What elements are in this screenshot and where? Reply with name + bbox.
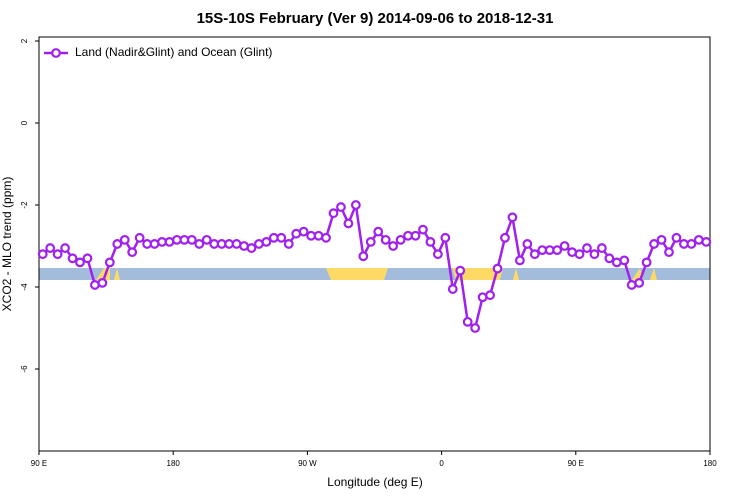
series-line xyxy=(41,203,707,330)
land-band xyxy=(326,268,388,280)
x-axis-label: Longitude (deg E) xyxy=(327,475,422,489)
y-tick-label: -6 xyxy=(20,365,29,373)
data-point xyxy=(82,253,93,264)
legend-marker xyxy=(51,48,61,58)
x-tick-label: 90 E xyxy=(568,459,584,468)
data-point xyxy=(514,255,525,266)
data-point xyxy=(649,239,659,249)
data-point xyxy=(522,239,533,249)
data-point xyxy=(455,265,466,276)
data-point xyxy=(619,255,630,266)
data-point xyxy=(462,316,473,327)
data-point xyxy=(432,249,443,260)
data-point xyxy=(97,278,108,288)
data-point xyxy=(37,249,48,260)
data-point xyxy=(641,257,652,268)
data-point xyxy=(343,218,354,229)
data-point xyxy=(52,249,63,260)
data-point xyxy=(470,323,481,333)
data-point xyxy=(559,241,570,251)
data-point xyxy=(127,247,138,258)
x-tick-label: 90 E xyxy=(31,459,47,468)
data-point xyxy=(276,232,287,243)
x-tick-label: 90 W xyxy=(298,459,317,468)
data-point xyxy=(671,232,682,243)
land-band xyxy=(650,268,657,280)
y-axis-label: XCO2 - MLO trend (ppm) xyxy=(0,177,14,312)
data-point xyxy=(358,251,369,262)
data-point xyxy=(350,200,361,210)
y-tick-label: -4 xyxy=(20,283,29,291)
data-point xyxy=(298,226,309,237)
data-point xyxy=(336,202,346,212)
data-point xyxy=(104,257,115,268)
legend-label: Land (Nadir&Glint) and Ocean (Glint) xyxy=(75,45,272,59)
data-point xyxy=(604,253,615,264)
data-point xyxy=(119,234,130,245)
data-point xyxy=(425,236,436,247)
x-tick-label: 0 xyxy=(439,459,444,468)
data-point xyxy=(418,224,428,235)
data-point xyxy=(60,243,70,253)
data-point xyxy=(664,247,674,258)
x-tick-label: 180 xyxy=(167,459,181,468)
y-tick-label: 0 xyxy=(20,120,29,125)
y-tick-label: -2 xyxy=(20,201,29,209)
data-point xyxy=(75,257,85,268)
data-point xyxy=(201,234,212,245)
data-point xyxy=(365,236,376,247)
data-point xyxy=(492,263,503,274)
y-tick-label: 2 xyxy=(20,38,29,43)
data-point xyxy=(701,236,712,247)
data-point xyxy=(328,208,339,219)
data-point xyxy=(529,249,540,260)
data-point xyxy=(373,226,384,237)
surface-band xyxy=(39,268,710,280)
data-point xyxy=(656,234,667,245)
data-point xyxy=(388,241,399,251)
data-point xyxy=(589,249,600,260)
data-point xyxy=(395,234,406,245)
data-point xyxy=(283,239,294,249)
data-point xyxy=(507,212,518,223)
data-point xyxy=(596,243,607,253)
data-point xyxy=(261,236,272,247)
data-point xyxy=(582,243,592,253)
data-point xyxy=(552,245,563,256)
data-point xyxy=(194,239,205,249)
data-point xyxy=(634,278,645,288)
data-point xyxy=(134,232,145,243)
chart-title: 15S-10S February (Ver 9) 2014-09-06 to 2… xyxy=(197,10,554,27)
data-point xyxy=(447,284,458,294)
data-point xyxy=(500,232,510,243)
data-point xyxy=(380,234,391,245)
data-point xyxy=(440,232,451,243)
x-tick-label: 180 xyxy=(703,459,717,468)
data-point xyxy=(321,232,331,243)
land-band xyxy=(513,268,519,280)
data-point xyxy=(574,249,585,260)
data-point xyxy=(67,253,78,264)
land-band xyxy=(114,268,120,280)
data-point xyxy=(45,243,56,253)
data-point xyxy=(410,230,421,241)
data-point xyxy=(112,239,123,249)
data-point xyxy=(186,234,197,245)
data-point xyxy=(246,243,257,253)
data-point xyxy=(485,290,495,301)
data-point xyxy=(686,239,697,249)
